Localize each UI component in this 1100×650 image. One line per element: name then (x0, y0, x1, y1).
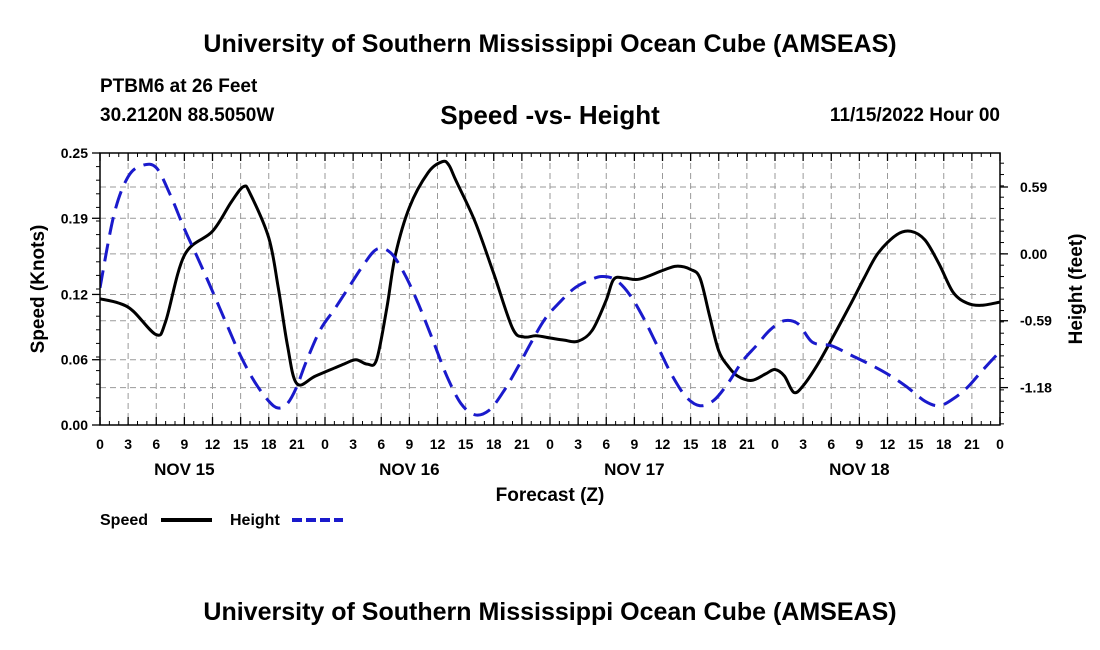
x-tick-label: 9 (405, 436, 413, 452)
axis-labels: 0 3 6 9 12 15 18 21 0 3 6 9 12 15 18 21 0 3 6 9 12 15 18 21 0 3 6 9… (28, 145, 1087, 506)
forecast-datetime: 11/15/2022 Hour 00 (829, 105, 1000, 126)
x-tick-label: 0 (321, 436, 329, 452)
x-tick-label: 9 (180, 436, 188, 452)
x-tick-label: 0 (771, 436, 779, 452)
x-tick-label: 0 (996, 436, 1004, 452)
y-left-tick-label: 0.19 (61, 210, 88, 226)
y-left-tick-label: 0.12 (61, 286, 88, 302)
x-tick-label: 21 (739, 436, 755, 452)
y-right-tick-label: 0.00 (1020, 246, 1047, 262)
day-label: NOV 15 (154, 460, 214, 479)
legend: Speed Height (100, 512, 343, 529)
x-tick-label: 6 (602, 436, 610, 452)
series-line-speed (100, 159, 1000, 395)
y-right-tick-label: 0.59 (1020, 179, 1047, 195)
footer-title: University of Southern Mississippi Ocean… (203, 598, 897, 626)
station-label: PTBM6 at 26 Feet (100, 76, 258, 97)
x-tick-label: 6 (152, 436, 160, 452)
x-tick-label: 12 (655, 436, 671, 452)
x-tick-label: 3 (799, 436, 807, 452)
x-tick-label: 12 (880, 436, 896, 452)
grid-lines (100, 153, 1000, 425)
y-left-tick-label: 0.06 (61, 352, 88, 368)
y-right-tick-label: -1.18 (1020, 380, 1052, 396)
series-layer (100, 159, 1000, 417)
x-tick-label: 0 (546, 436, 554, 452)
lat-lon-label: 30.2120N 88.5050W (100, 105, 275, 126)
x-tick-label: 21 (289, 436, 305, 452)
x-tick-label: 12 (430, 436, 446, 452)
x-tick-label: 3 (574, 436, 582, 452)
x-tick-label: 0 (96, 436, 104, 452)
day-label: NOV 17 (604, 460, 664, 479)
series-line-height (100, 162, 1000, 417)
x-axis-title: Forecast (Z) (496, 485, 605, 506)
x-tick-label: 3 (349, 436, 357, 452)
x-tick-label: 18 (936, 436, 952, 452)
x-tick-label: 15 (458, 436, 474, 452)
y-right-tick-label: -0.59 (1020, 313, 1052, 329)
axis-ticks (92, 152, 1008, 426)
x-tick-label: 15 (683, 436, 699, 452)
x-tick-label: 21 (514, 436, 530, 452)
legend-label-height: Height (230, 512, 280, 529)
day-label: NOV 18 (829, 460, 889, 479)
legend-label-speed: Speed (100, 512, 148, 529)
day-label: NOV 16 (379, 460, 439, 479)
chart-title: University of Southern Mississippi Ocean… (203, 30, 897, 58)
x-tick-label: 6 (827, 436, 835, 452)
y-left-tick-label: 0.25 (61, 145, 88, 161)
y-left-axis-title: Speed (Knots) (28, 225, 49, 354)
x-tick-label: 18 (486, 436, 502, 452)
x-tick-label: 21 (964, 436, 980, 452)
x-tick-label: 3 (124, 436, 132, 452)
chart-subtitle: Speed -vs- Height (440, 100, 660, 130)
x-tick-label: 9 (630, 436, 638, 452)
x-tick-label: 15 (233, 436, 249, 452)
x-tick-label: 18 (261, 436, 277, 452)
x-tick-label: 18 (711, 436, 727, 452)
x-tick-label: 15 (908, 436, 924, 452)
x-tick-label: 9 (855, 436, 863, 452)
x-tick-label: 12 (205, 436, 221, 452)
y-left-tick-label: 0.00 (61, 417, 88, 433)
x-tick-label: 6 (377, 436, 385, 452)
y-right-axis-title: Height (feet) (1066, 234, 1087, 345)
